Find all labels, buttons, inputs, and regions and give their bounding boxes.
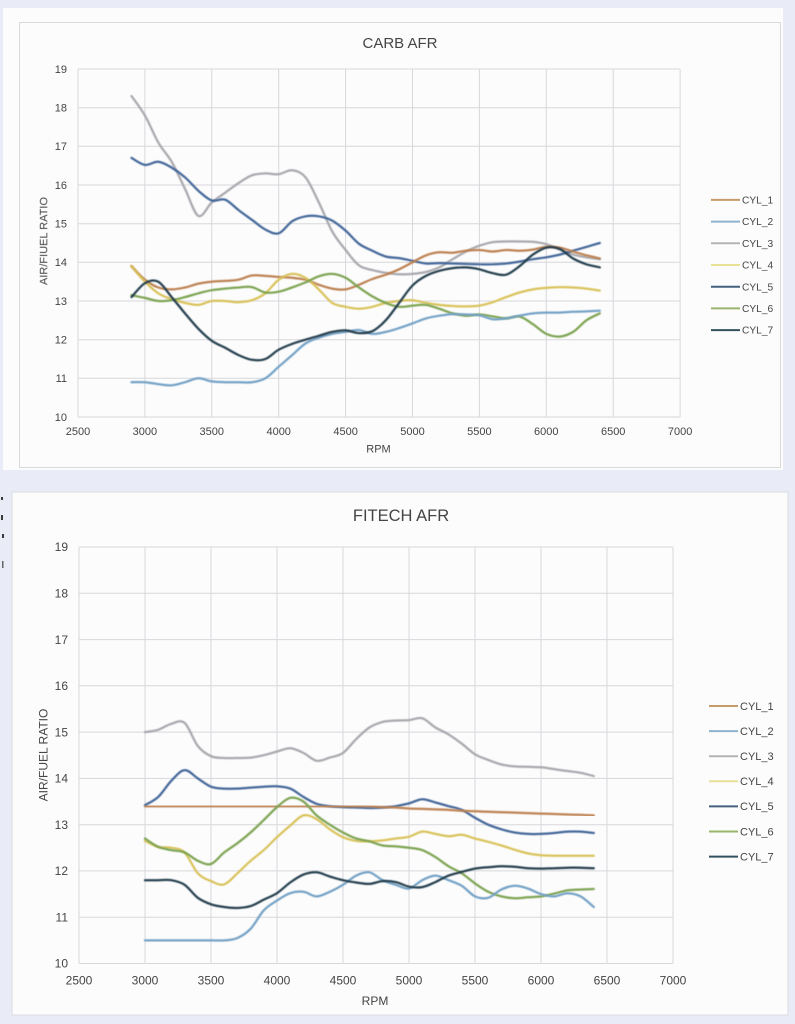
svg-text:14: 14	[55, 257, 67, 269]
svg-text:4500: 4500	[333, 426, 357, 438]
svg-text:15: 15	[55, 219, 67, 231]
svg-text:18: 18	[55, 587, 69, 601]
svg-text:RPM: RPM	[362, 994, 389, 1008]
svg-text:CYL_7: CYL_7	[742, 326, 773, 337]
svg-text:17: 17	[55, 141, 67, 153]
svg-text:15: 15	[55, 725, 69, 739]
svg-text:3000: 3000	[132, 974, 159, 988]
svg-text:4500: 4500	[330, 974, 357, 988]
svg-text:10: 10	[55, 412, 67, 424]
svg-text:18: 18	[55, 103, 67, 115]
svg-text:5500: 5500	[467, 426, 491, 438]
svg-text:12: 12	[55, 864, 69, 878]
svg-text:13: 13	[55, 818, 69, 832]
svg-text:14: 14	[55, 772, 69, 786]
svg-text:12: 12	[55, 335, 67, 347]
svg-text:2500: 2500	[66, 974, 93, 988]
svg-text:AIR/FIUEL RATIO: AIR/FIUEL RATIO	[38, 197, 50, 285]
svg-text:CYL_3: CYL_3	[742, 239, 773, 250]
svg-text:4000: 4000	[266, 426, 290, 438]
svg-text:5500: 5500	[462, 974, 489, 988]
svg-text:RPM: RPM	[366, 444, 390, 456]
svg-text:7000: 7000	[668, 426, 692, 438]
svg-text:CYL_5: CYL_5	[740, 801, 774, 813]
svg-text:7000: 7000	[660, 974, 687, 988]
svg-text:19: 19	[55, 64, 67, 76]
svg-text:CYL_4: CYL_4	[742, 261, 773, 272]
svg-text:3500: 3500	[200, 426, 224, 438]
svg-text:CYL_2: CYL_2	[740, 726, 774, 738]
svg-text:17: 17	[55, 633, 69, 647]
svg-text:CYL_7: CYL_7	[740, 852, 774, 864]
svg-text:3000: 3000	[133, 426, 157, 438]
svg-text:6500: 6500	[601, 426, 625, 438]
svg-text:CYL_2: CYL_2	[742, 217, 773, 228]
svg-text:AIR/FUEL RATIO: AIR/FUEL RATIO	[37, 709, 51, 802]
svg-text:CYL_6: CYL_6	[742, 304, 773, 315]
svg-text:16: 16	[55, 679, 69, 693]
svg-text:CYL_4: CYL_4	[740, 776, 774, 788]
svg-text:CYL_6: CYL_6	[740, 826, 774, 838]
svg-text:CYL_5: CYL_5	[742, 282, 773, 293]
svg-text:FITECH AFR: FITECH AFR	[353, 507, 449, 525]
svg-text:11: 11	[56, 910, 69, 924]
svg-text:5000: 5000	[400, 426, 424, 438]
svg-text:3500: 3500	[198, 974, 225, 988]
svg-text:10: 10	[55, 957, 69, 971]
svg-text:4000: 4000	[264, 974, 291, 988]
svg-text:CYL_3: CYL_3	[740, 751, 774, 763]
svg-text:19: 19	[55, 540, 69, 554]
svg-text:6500: 6500	[594, 974, 621, 988]
svg-text:6000: 6000	[534, 426, 558, 438]
svg-text:CYL_1: CYL_1	[742, 196, 773, 207]
svg-text:2500: 2500	[66, 426, 90, 438]
svg-text:5000: 5000	[396, 974, 423, 988]
svg-text:CYL_1: CYL_1	[740, 701, 774, 713]
svg-text:CARB AFR: CARB AFR	[362, 35, 437, 52]
svg-text:13: 13	[55, 296, 67, 308]
svg-text:11: 11	[56, 373, 67, 385]
svg-text:16: 16	[55, 180, 67, 192]
svg-text:6000: 6000	[528, 974, 555, 988]
